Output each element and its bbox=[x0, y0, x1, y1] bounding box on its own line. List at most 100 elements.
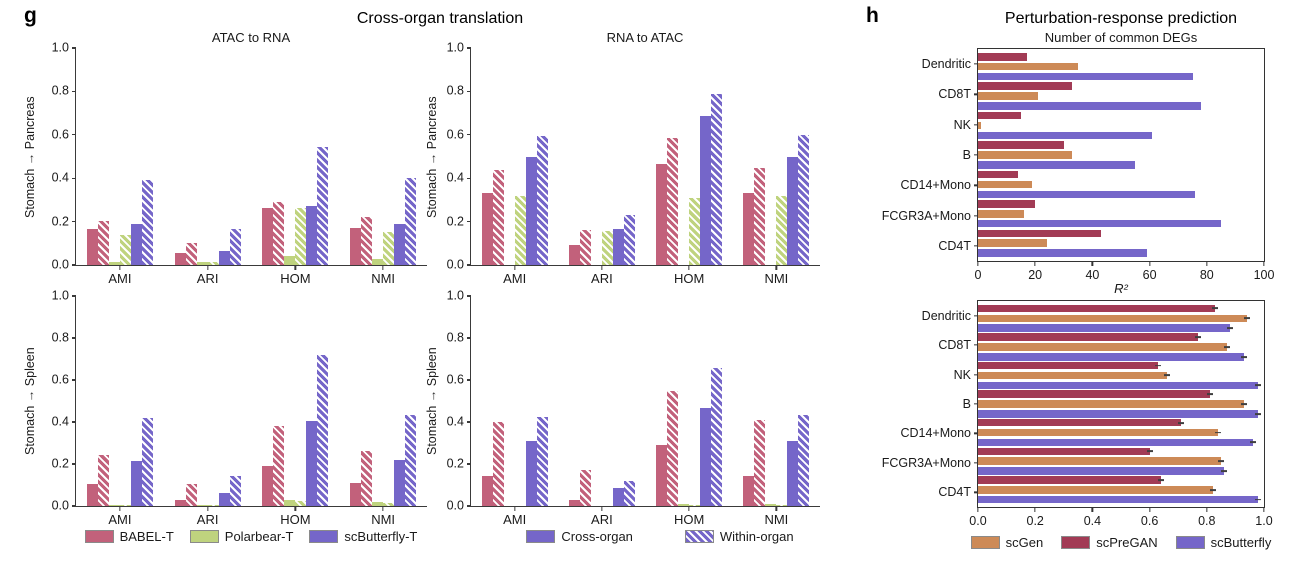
ylabel-stomach-pancreas-left: Stomach → Pancreas bbox=[23, 96, 37, 218]
bar-polarbear-t-within-organ bbox=[119, 505, 131, 506]
bar-babel-t-cross-organ bbox=[174, 253, 186, 265]
bar-polarbear-t-within-organ bbox=[207, 505, 219, 506]
x-tick-label: 40 bbox=[1085, 268, 1100, 282]
bar-polarbear-t-cross-organ bbox=[108, 504, 120, 506]
x-tick-mark bbox=[1263, 507, 1265, 512]
bar-scbutterfly-t-cross-organ bbox=[218, 250, 230, 265]
bar-groups bbox=[471, 296, 820, 506]
legend-label-scbutterfly: scButterfly bbox=[1210, 535, 1272, 550]
bar-scbutterfly-t-within-organ bbox=[141, 417, 153, 506]
r-squared-subtitle: R² bbox=[1114, 281, 1128, 296]
legend-swatch-babel-t bbox=[84, 530, 114, 543]
bar-polarbear-t-cross-organ bbox=[196, 505, 208, 506]
ylabel-stomach-spleen-left: Stomach → Spleen bbox=[23, 347, 37, 456]
bar-scbutterfly bbox=[978, 190, 1196, 199]
x-tick-mark bbox=[1148, 507, 1151, 512]
legend-label-scbutterfly-t: scButterfly-T bbox=[344, 529, 418, 544]
bar-group-ami bbox=[76, 296, 164, 506]
bar-scbutterfly-t-cross-organ bbox=[306, 420, 318, 506]
bar-polarbear-t-within-organ bbox=[776, 504, 788, 506]
y-tick-mark bbox=[466, 337, 471, 339]
bar-scbutterfly bbox=[978, 467, 1227, 475]
y-category-label: CD4T bbox=[938, 485, 971, 500]
x-tick-mark bbox=[1034, 507, 1036, 512]
bar-scbutterfly bbox=[978, 72, 1193, 81]
bar-group-dendritic bbox=[978, 304, 1264, 333]
bar-babel-t-cross-organ bbox=[743, 193, 755, 265]
y-tick-label: 0.8 bbox=[446, 84, 464, 99]
bar-scbutterfly bbox=[978, 381, 1262, 390]
bar-scgen bbox=[978, 457, 1225, 465]
chart-number-of-common-degs: 0 20 40 60 80 100 Dendritic CD8T NK B CD14+Mono FCG… bbox=[882, 48, 1274, 282]
bar-scbutterfly bbox=[978, 438, 1256, 447]
bar-babel-t-cross-organ bbox=[350, 228, 362, 265]
bar-scpregan bbox=[978, 111, 1021, 120]
x-category-label: ARI bbox=[196, 512, 219, 527]
bar-polarbear-t-cross-organ bbox=[284, 256, 296, 265]
x-category-label: AMI bbox=[503, 271, 527, 286]
y-tick-label: 0.8 bbox=[51, 84, 69, 99]
x-tick-mark bbox=[382, 265, 384, 270]
bar-scbutterfly-t-within-organ bbox=[711, 93, 723, 265]
error-bar bbox=[1255, 384, 1262, 387]
y-tick-label: 0.8 bbox=[51, 330, 69, 345]
bar-scbutterfly-t-cross-organ bbox=[700, 116, 712, 265]
bar-group-ari bbox=[164, 48, 252, 265]
bar-scpregan bbox=[978, 476, 1165, 484]
error-bar bbox=[1158, 478, 1165, 481]
bar-scbutterfly bbox=[978, 495, 1262, 504]
legend-translation-methods: BABEL-T Polarbear-T scButterfly-T bbox=[60, 529, 442, 544]
x-tick-mark bbox=[513, 265, 516, 270]
x-tick-mark bbox=[294, 265, 297, 270]
bar-babel-t-within-organ bbox=[97, 454, 109, 506]
y-tick-mark bbox=[973, 344, 978, 346]
bar-babel-t-within-organ bbox=[97, 220, 109, 265]
x-tick-label: 60 bbox=[1142, 268, 1157, 282]
x-tick-mark bbox=[977, 507, 979, 512]
y-tick-mark bbox=[466, 295, 471, 297]
bar-scpregan bbox=[978, 170, 1019, 179]
bar-scpregan bbox=[978, 229, 1101, 238]
bar-babel-t-cross-organ bbox=[568, 245, 580, 265]
bar-scgen bbox=[978, 151, 1073, 159]
bar-scgen bbox=[978, 400, 1247, 408]
y-tick-mark bbox=[973, 184, 978, 186]
bar-polarbear-t-cross-organ bbox=[765, 504, 777, 506]
y-tick-mark bbox=[71, 177, 76, 179]
error-bar bbox=[1255, 413, 1262, 415]
chart-rna-to-atac-stomach-spleen: 0.0 0.2 0.4 0.6 0.8 1.0 AMI ARI HOM NMI bbox=[447, 289, 820, 527]
y-tick-mark bbox=[71, 221, 76, 223]
bar-scbutterfly-t-within-organ bbox=[536, 416, 548, 506]
bar-babel-t-within-organ bbox=[492, 422, 504, 506]
x-category-label: HOM bbox=[280, 512, 311, 527]
bar-scbutterfly-t-within-organ bbox=[623, 480, 635, 506]
error-bar bbox=[1220, 470, 1227, 472]
x-category-label: NMI bbox=[371, 271, 396, 286]
y-tick-mark bbox=[466, 264, 471, 266]
y-tick-mark bbox=[466, 177, 471, 179]
error-bar bbox=[1206, 393, 1213, 396]
y-tick-label: 0.8 bbox=[446, 330, 464, 345]
bar-babel-t-cross-organ bbox=[350, 482, 362, 506]
y-tick-label: 0.4 bbox=[446, 170, 464, 185]
bar-babel-t-within-organ bbox=[667, 138, 679, 265]
bar-polarbear-t-within-organ bbox=[295, 207, 307, 265]
legend-swatch-scbutterfly bbox=[1175, 536, 1205, 549]
y-tick-mark bbox=[71, 47, 76, 49]
x-tick-mark bbox=[119, 506, 121, 511]
x-tick-mark bbox=[382, 506, 384, 511]
y-category-label: CD4T bbox=[938, 238, 971, 253]
bar-babel-t-cross-organ bbox=[656, 445, 668, 506]
bar-scbutterfly bbox=[978, 410, 1262, 418]
y-tick-mark bbox=[466, 221, 471, 223]
x-tick-label: 0.0 bbox=[969, 514, 987, 528]
bar-scbutterfly-t-cross-organ bbox=[612, 488, 624, 506]
bar-babel-t-cross-organ bbox=[743, 475, 755, 506]
x-tick-mark bbox=[1263, 261, 1265, 266]
bar-scbutterfly-t-within-organ bbox=[711, 368, 723, 506]
error-bar bbox=[1146, 450, 1153, 453]
error-bar bbox=[1178, 421, 1185, 424]
error-bar bbox=[1215, 431, 1222, 434]
y-tick-mark bbox=[973, 462, 978, 464]
